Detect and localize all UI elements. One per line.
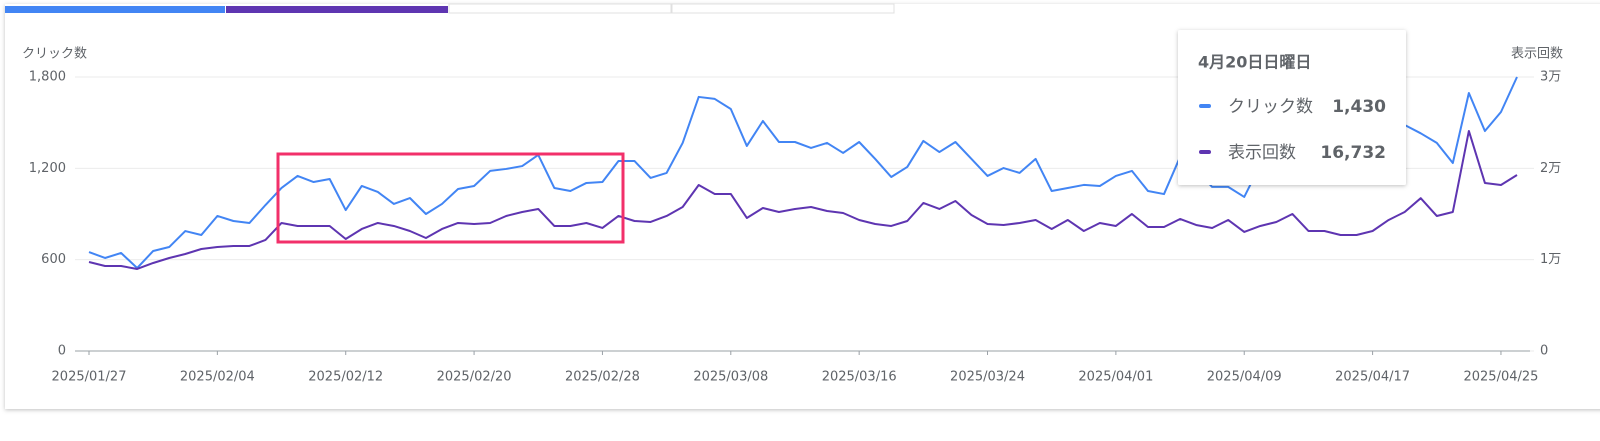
x-tick-label: 2025/02/04	[180, 370, 255, 385]
highlight-box	[276, 152, 625, 244]
tab-position[interactable]	[671, 3, 895, 14]
y-axis-title: クリック数	[22, 47, 87, 62]
y-tick-label: 1,800	[29, 70, 66, 85]
y2-tick-label: 3万	[1540, 70, 1561, 85]
x-tick-label: 2025/04/09	[1207, 370, 1282, 385]
y2-tick-label: 2万	[1540, 161, 1561, 176]
tab-impressions[interactable]	[226, 6, 448, 13]
y-tick-label: 600	[41, 252, 66, 267]
y-tick-label: 0	[58, 344, 66, 359]
y2-tick-label: 0	[1540, 344, 1548, 359]
x-tick-label: 2025/04/25	[1463, 370, 1538, 385]
tooltip-swatch	[1199, 150, 1211, 154]
x-tick-label: 2025/04/01	[1078, 370, 1153, 385]
y2-axis-title: 表示回数	[1511, 47, 1563, 62]
tooltip-title: 4月20日日曜日	[1198, 53, 1311, 72]
tooltip-value: 1,430	[1332, 97, 1386, 117]
tab-clicks[interactable]	[5, 6, 225, 13]
x-tick-label: 2025/04/17	[1335, 370, 1410, 385]
series-line	[88, 129, 1518, 270]
x-tick-label: 2025/03/16	[822, 370, 897, 385]
x-tick-label: 2025/03/08	[693, 370, 768, 385]
tooltip: 4月20日日曜日 クリック数 1,430 表示回数 16,732	[1178, 30, 1406, 185]
tooltip-series-name: クリック数	[1228, 97, 1313, 117]
tooltip-series-name: 表示回数	[1228, 143, 1296, 163]
y2-tick-label: 1万	[1540, 252, 1561, 267]
tooltip-box	[1178, 30, 1406, 185]
tooltip-swatch	[1199, 104, 1211, 108]
y-tick-label: 1,200	[29, 161, 66, 176]
x-tick-label: 2025/02/20	[437, 370, 512, 385]
tab-ctr[interactable]	[448, 3, 672, 14]
x-tick-label: 2025/01/27	[52, 370, 127, 385]
x-tick-label: 2025/02/28	[565, 370, 640, 385]
x-tick-label: 2025/03/24	[950, 370, 1025, 385]
tooltip-value: 16,732	[1320, 143, 1386, 163]
x-tick-label: 2025/02/12	[308, 370, 383, 385]
